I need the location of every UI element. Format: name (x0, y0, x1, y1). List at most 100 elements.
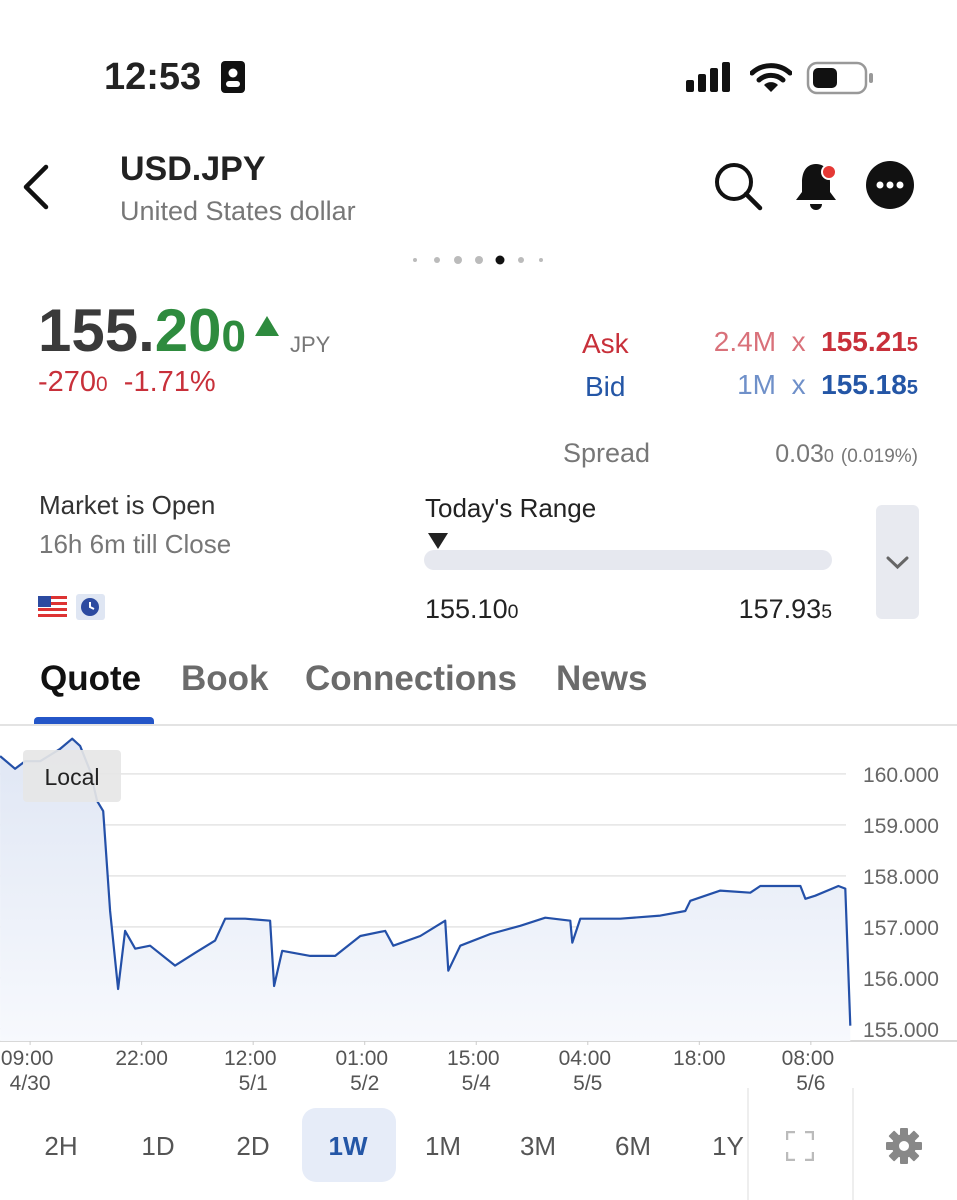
expand-toggle[interactable] (876, 505, 919, 619)
market-status: Market is Open (39, 490, 216, 520)
x-tick-label: 15:00 5/4 (447, 1047, 505, 1095)
price-chart: 160.000 159.000 158.000 157.000 156.000 155.0… (0, 737, 957, 1095)
tick-line: 5/4 (462, 1072, 492, 1095)
spread-percent: (0.019%) (840, 446, 918, 467)
last-price: 155.200 (38, 296, 246, 365)
tab-indicator (34, 717, 154, 724)
x-tick-label: 04:00 5/5 (559, 1047, 617, 1095)
price-pip: 0 (221, 312, 247, 361)
separator (747, 1088, 749, 1200)
timezone-label: Local (45, 764, 100, 790)
page-dots (413, 255, 543, 265)
symbol-subtitle: United States dollar (120, 196, 356, 226)
x-tick-label: 08:00 5/6 (782, 1047, 840, 1095)
bid-row: 1M x 155.185 (737, 369, 918, 401)
clock: 12:53 (104, 56, 202, 98)
change-value: -270 (38, 366, 97, 398)
range-low-pip: 0 (507, 601, 519, 623)
bid-label: Bid (585, 371, 626, 402)
symbol-title: USD.JPY (120, 150, 266, 188)
search-button[interactable] (712, 160, 764, 212)
more-button[interactable] (865, 160, 915, 210)
tick-line: 09:00 (1, 1047, 54, 1070)
x-tick-label: 09:00 4/30 (1, 1047, 59, 1095)
price-mid: 20 (154, 297, 222, 364)
period-button[interactable]: 2H (44, 1131, 78, 1161)
range-high-pip: 5 (821, 601, 832, 623)
x-tick-label: 12:00 5/1 (224, 1047, 282, 1095)
tick-line: 04:00 (559, 1047, 612, 1070)
settings-button[interactable] (884, 1126, 924, 1166)
spread-row: 0.030 (0.019%) (775, 440, 918, 469)
ask-label: Ask (582, 328, 629, 359)
ask-size: 2.4M (713, 326, 777, 357)
signal-icon (686, 62, 730, 92)
tab[interactable]: Quote (40, 659, 142, 698)
spread-label: Spread (563, 438, 651, 468)
bid-pip: 5 (906, 377, 918, 399)
tick-line: 5/5 (573, 1072, 602, 1095)
period-button[interactable]: 6M (614, 1131, 652, 1161)
change: -2700 -1.71% (38, 366, 216, 399)
spread-value: 0.03 (775, 440, 824, 468)
focus-icon (221, 61, 245, 93)
bid-price: 155.18 (821, 369, 907, 400)
fullscreen-button[interactable] (786, 1131, 814, 1161)
back-button[interactable] (18, 162, 54, 212)
period-bar: 2H 1D 2D 1W 1M 3M 6M 1Y (0, 1088, 957, 1200)
x-tick-label: 01:00 5/2 (336, 1047, 394, 1095)
y-tick-label: 158.000 (863, 866, 939, 889)
tick-line: 5/6 (796, 1072, 825, 1095)
period-button[interactable]: 1M (424, 1131, 462, 1161)
y-tick-label: 160.000 (863, 764, 939, 787)
tick-line: 18:00 (673, 1047, 726, 1070)
market-close: 16h 6m till Close (39, 529, 232, 559)
area-fill (0, 738, 851, 1041)
chevron-down (886, 556, 909, 570)
timezone-badge (23, 750, 121, 802)
period-button[interactable]: 1W (328, 1131, 368, 1161)
currency: JPY (290, 332, 331, 357)
ask-price: 155.21 (821, 326, 907, 357)
range-low: 155.100 (425, 594, 518, 625)
alert-button[interactable] (792, 160, 842, 212)
tick-line: 4/30 (10, 1072, 51, 1095)
period-highlight (302, 1108, 396, 1182)
tick-line: 22:00 (115, 1047, 168, 1070)
tab[interactable]: News (556, 659, 648, 698)
y-tick-label: 157.000 (863, 917, 939, 940)
tick-line: 15:00 (447, 1047, 500, 1070)
range-marker (428, 533, 448, 549)
y-tick-label: 159.000 (863, 815, 939, 838)
x-tick-label: 18:00 (673, 1047, 726, 1070)
wifi-icon (750, 63, 792, 92)
up-arrow (255, 316, 279, 336)
x-tick-label: 22:00 (115, 1047, 168, 1070)
change-pip: 0 (96, 373, 108, 396)
spread-pip: 0 (823, 446, 834, 466)
separator (852, 1088, 854, 1200)
tick-line: 5/1 (239, 1072, 268, 1095)
price-line (0, 737, 852, 1026)
bid-size: 1M (737, 369, 777, 400)
period-button[interactable]: 2D (236, 1131, 270, 1161)
range-bar (424, 550, 832, 570)
period-button[interactable]: 3M (519, 1131, 557, 1161)
tick-line: 08:00 (782, 1047, 835, 1070)
bid-x: x (791, 369, 806, 400)
ask-x: x (791, 326, 806, 357)
tick-line: 01:00 (336, 1047, 389, 1070)
range-title: Today's Range (425, 493, 597, 523)
y-tick-label: 156.000 (863, 968, 939, 991)
y-tick-label: 155.000 (863, 1019, 939, 1042)
tab[interactable]: Book (181, 659, 269, 698)
range-low-value: 155.10 (425, 594, 508, 624)
range-high: 157.935 (739, 594, 832, 625)
period-button[interactable]: 1Y (712, 1131, 744, 1161)
tab[interactable]: Connections (305, 659, 517, 698)
period-button[interactable]: 1D (141, 1131, 175, 1161)
range-high-value: 157.93 (738, 594, 822, 624)
price-main: 155. (38, 297, 155, 364)
